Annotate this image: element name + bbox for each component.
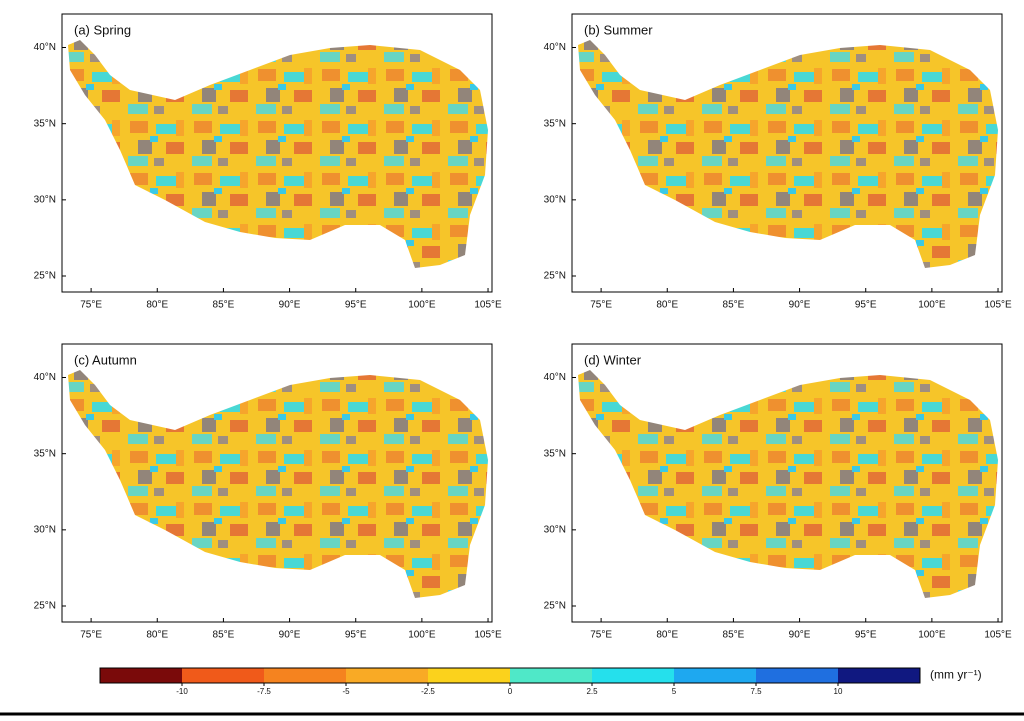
- x-tick-label: 95°E: [345, 300, 367, 311]
- y-tick-label: 25°N: [34, 271, 56, 282]
- y-tick-label: 25°N: [34, 601, 56, 612]
- panel-frame: [61, 13, 493, 293]
- plateau-map: [68, 370, 488, 598]
- panel-frame: [571, 13, 1003, 293]
- y-tick-label: 30°N: [544, 194, 566, 205]
- y-tick-label: 40°N: [544, 42, 566, 53]
- colorbar-segment: [674, 668, 757, 683]
- x-tick-label: 100°E: [408, 300, 436, 311]
- x-tick-label: 90°E: [279, 630, 301, 641]
- colorbar-segment: [592, 668, 675, 683]
- colorbar-tick-label: 0: [508, 687, 513, 696]
- y-tick-label: 35°N: [544, 448, 566, 459]
- panel-title: (a) Spring: [74, 22, 131, 37]
- colorbar-tick-label: 2.5: [586, 687, 598, 696]
- panel-title: (c) Autumn: [74, 352, 137, 367]
- colorbar-tick-label: -2.5: [421, 687, 435, 696]
- x-tick-label: 90°E: [789, 630, 811, 641]
- x-tick-label: 105°E: [474, 630, 502, 641]
- y-tick-label: 40°N: [544, 372, 566, 383]
- colorbar-segment: [838, 668, 921, 683]
- y-tick-label: 35°N: [34, 118, 56, 129]
- colorbar-tick-label: 7.5: [750, 687, 762, 696]
- colorbar-tick-label: -10: [176, 687, 188, 696]
- y-tick-label: 30°N: [544, 524, 566, 535]
- colorbar-segment: [510, 668, 593, 683]
- colorbar-tick-label: 10: [834, 687, 843, 696]
- colorbar-tick-label: 5: [672, 687, 677, 696]
- x-tick-label: 85°E: [213, 630, 235, 641]
- x-tick-label: 90°E: [789, 300, 811, 311]
- map-panel: (d) Winter 75°E 80°E 85°E 90°E 95°E 100°E 105°E…: [544, 343, 1012, 641]
- x-tick-label: 75°E: [590, 630, 612, 641]
- x-tick-label: 85°E: [723, 630, 745, 641]
- x-tick-label: 105°E: [474, 300, 502, 311]
- plateau-map: [68, 40, 488, 268]
- x-tick-label: 105°E: [984, 300, 1012, 311]
- x-tick-label: 90°E: [279, 300, 301, 311]
- panel-title: (b) Summer: [584, 22, 653, 37]
- y-tick-label: 25°N: [544, 271, 566, 282]
- x-tick-label: 100°E: [408, 630, 436, 641]
- y-tick-label: 40°N: [34, 372, 56, 383]
- colorbar-unit: (mm yr⁻¹): [930, 668, 982, 682]
- colorbar-segment: [756, 668, 839, 683]
- y-tick-label: 25°N: [544, 601, 566, 612]
- x-tick-label: 95°E: [855, 630, 877, 641]
- x-tick-label: 80°E: [656, 630, 678, 641]
- y-tick-label: 35°N: [34, 448, 56, 459]
- x-tick-label: 75°E: [80, 300, 102, 311]
- y-tick-label: 30°N: [34, 194, 56, 205]
- colorbar-segment: [182, 668, 265, 683]
- x-tick-label: 105°E: [984, 630, 1012, 641]
- panel-frame: [571, 343, 1003, 623]
- x-tick-label: 85°E: [213, 300, 235, 311]
- colorbar-tick-label: -5: [342, 687, 350, 696]
- x-tick-label: 80°E: [656, 300, 678, 311]
- map-panel: (a) Spring 75°E 80°E 85°E 90°E 95°E 100°E 105°E…: [34, 13, 502, 311]
- x-tick-label: 85°E: [723, 300, 745, 311]
- x-tick-label: 75°E: [590, 300, 612, 311]
- colorbar-segment: [264, 668, 347, 683]
- x-tick-label: 95°E: [345, 630, 367, 641]
- colorbar-segment: [346, 668, 429, 683]
- x-tick-label: 100°E: [918, 300, 946, 311]
- map-panel: (b) Summer 75°E 80°E 85°E 90°E 95°E 100°E 105°E…: [544, 13, 1012, 311]
- x-tick-label: 95°E: [855, 300, 877, 311]
- x-tick-label: 100°E: [918, 630, 946, 641]
- x-tick-label: 80°E: [146, 630, 168, 641]
- map-panel: (c) Autumn 75°E 80°E 85°E 90°E 95°E 100°E 105°E…: [34, 343, 502, 641]
- panel-title: (d) Winter: [584, 352, 642, 367]
- panel-frame: [61, 343, 493, 623]
- colorbar-tick-label: -7.5: [257, 687, 271, 696]
- y-tick-label: 35°N: [544, 118, 566, 129]
- colorbar-segment: [428, 668, 511, 683]
- x-tick-label: 75°E: [80, 630, 102, 641]
- plateau-map: [578, 370, 998, 598]
- plateau-map: [578, 40, 998, 268]
- colorbar-segment: [100, 668, 183, 683]
- x-tick-label: 80°E: [146, 300, 168, 311]
- y-tick-label: 30°N: [34, 524, 56, 535]
- y-tick-label: 40°N: [34, 42, 56, 53]
